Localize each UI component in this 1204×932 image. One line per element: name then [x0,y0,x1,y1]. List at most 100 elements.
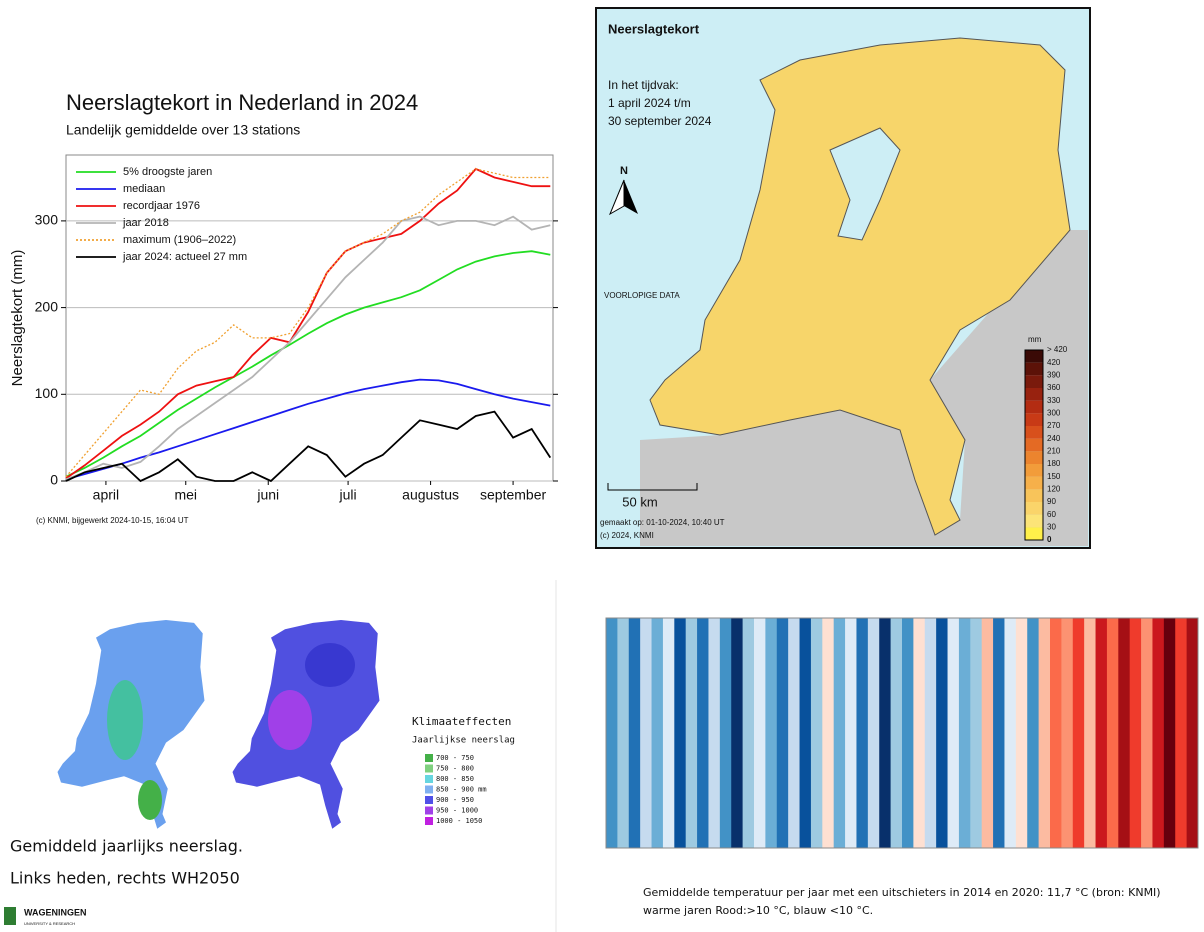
legend-label: 700 - 750 [436,754,474,762]
legend-color [425,785,433,794]
map-copyright: (c) 2024, KNMI [600,531,654,540]
stripe [776,618,789,848]
stripe [674,618,687,848]
legend-label: 30 [1047,522,1056,531]
y-tick-label: 100 [35,385,59,401]
map-region [305,643,355,687]
stripe [719,618,732,848]
x-tick-label: april [93,487,119,503]
legend-label: 180 [1047,459,1061,468]
y-tick-label: 200 [35,298,59,314]
stripe [617,618,630,848]
stripe [1141,618,1153,848]
legend-color [1025,375,1043,388]
chart-title: Neerslagtekort in Nederland in 2024 [66,90,418,115]
stripe [606,618,618,848]
neighbour-land [640,230,1088,546]
logo-text: WAGENINGEN [24,907,87,917]
stripe [845,618,857,848]
map-period: In het tijdvak: [608,78,679,92]
legend-label: 800 - 850 [436,775,474,783]
legend-label: maximum (1906–2022) [123,234,236,246]
legend-label: 0 [1047,535,1052,544]
stripe [879,618,892,848]
stripe [833,618,846,848]
north-arrow [624,180,638,214]
legend-label: > 420 [1047,345,1068,354]
legend-label: 90 [1047,497,1056,506]
chart-subtitle: Landelijk gemiddelde over 13 stations [66,122,300,138]
scale-bar [607,483,698,491]
legend-label: 750 - 800 [436,765,474,773]
chart-footer: (c) KNMI, bijgewerkt 2024-10-15, 16:04 U… [36,516,189,525]
stripe [936,618,949,848]
rain-subtitle: Jaarlijkse neerslag [412,736,515,746]
map-legend: > 42042039036033030027024021018015012090… [1024,345,1068,544]
stripe [628,618,641,848]
stripe [822,618,835,848]
legend-label: jaar 2018 [122,217,169,229]
legend-color [425,796,433,804]
legend-color [1025,438,1043,452]
stripe [685,618,698,848]
stripe [890,618,903,848]
stripe [1163,618,1176,848]
stripe [708,618,721,848]
y-axis-label: Neerslagtekort (mm) [9,250,26,387]
stripe [1106,618,1119,848]
series-line [65,250,551,478]
legend-color [1025,350,1043,363]
stripe [810,618,823,848]
legend-label: 300 [1047,408,1061,417]
legend-label: 1000 - 1050 [436,817,482,825]
rain-caption: Gemiddeld jaarlijks neerslag. [10,837,243,856]
map-region [268,690,312,750]
series-line [65,167,551,480]
legend-label: recordjaar 1976 [123,200,200,212]
x-tick-label: september [480,487,546,503]
map-region [107,680,143,760]
map-region [138,780,162,820]
stripe [958,618,971,848]
stripe [981,618,994,848]
stripe [651,618,664,848]
legend-label: 5% droogste jaren [123,166,212,178]
precipitation-panel: Klimaateffecten Jaarlijkse neerslag 700 … [4,580,557,932]
legend-color [1025,527,1043,540]
stripe [1038,618,1051,848]
map-period: 1 april 2024 t/m [608,96,691,110]
legend-label: 240 [1047,434,1061,443]
x-tick-label: mei [174,487,197,503]
legend-color [1025,426,1043,439]
stripe [754,618,766,848]
stripe [1050,618,1062,848]
stripe [924,618,937,848]
stripes-caption: warme jaren Rood:>10 °C, blauw <10 °C. [643,904,873,917]
stripes-caption: Gemiddelde temperatuur per jaar met een … [643,886,1161,899]
legend-color [425,764,433,773]
stripe [856,618,869,848]
stripe [1015,618,1028,848]
stripe [947,618,960,848]
north-label: N [620,165,628,177]
stripe [1072,618,1085,848]
series-line [65,215,551,481]
stripe [1061,618,1074,848]
stripe [742,618,755,848]
legend-label: 850 - 900 mm [436,786,487,794]
scale-label: 50 km [622,494,657,509]
stripe [867,618,880,848]
stripe [731,618,744,848]
series-line [65,410,552,483]
x-tick-label: juli [339,487,357,503]
stripe [1175,618,1188,848]
stripe [913,618,926,848]
x-tick-label: augustus [402,487,459,503]
warming-stripes [605,617,1199,849]
legend-label: 210 [1047,446,1061,455]
legend-label: 330 [1047,396,1061,405]
legend-label: 360 [1047,383,1061,392]
legend-color [425,817,433,825]
map-period: 30 september 2024 [608,114,712,128]
